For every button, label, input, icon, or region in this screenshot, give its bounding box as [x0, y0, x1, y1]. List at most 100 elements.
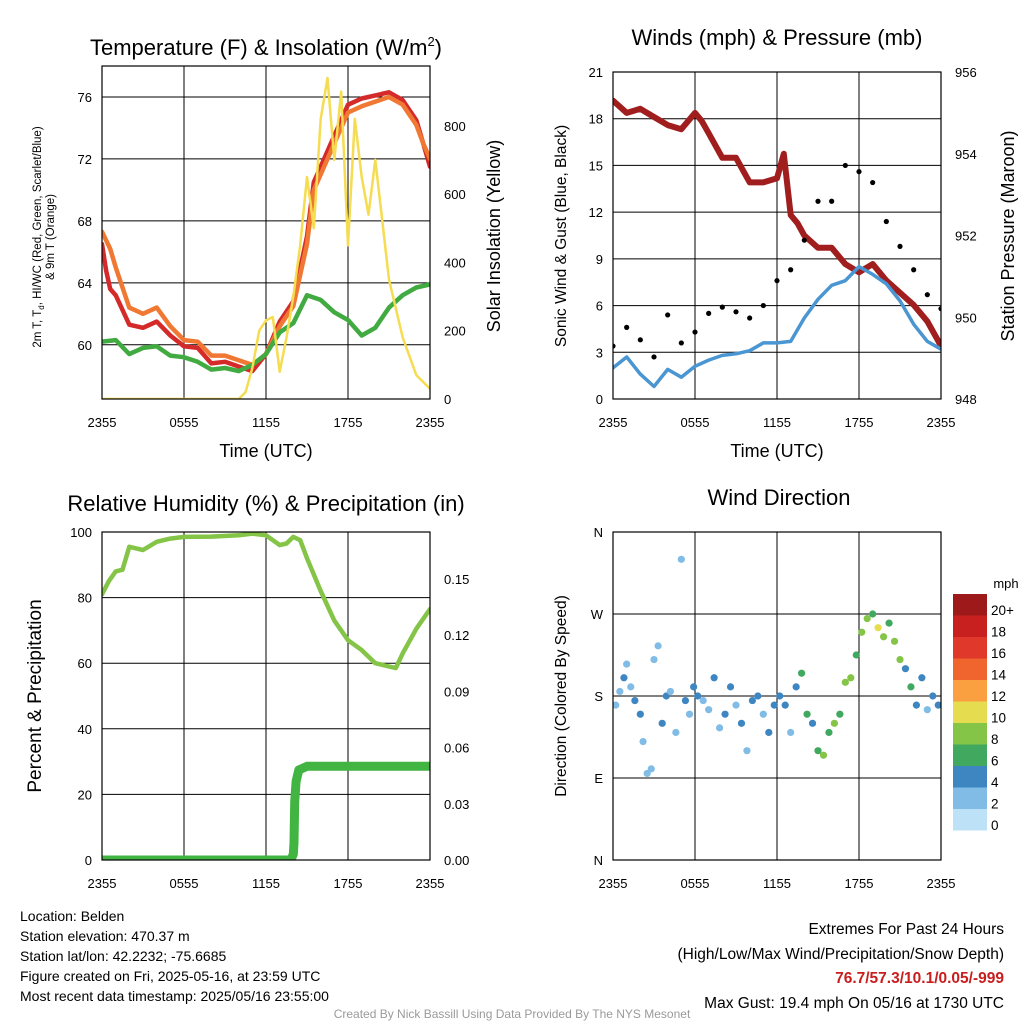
winds-title: Winds (mph) & Pressure (mb): [632, 25, 923, 50]
direction-point: [880, 633, 888, 641]
extremes-values: 76.7/57.3/10.1/0.05/-999: [835, 970, 1004, 987]
direction-point: [639, 737, 647, 746]
direction-point: [636, 710, 644, 718]
direction-point: [901, 665, 910, 673]
winds-xtick-label: 1155: [763, 415, 791, 430]
winds-xtick-label: 2355: [927, 415, 956, 430]
humidity-ylabel-left: Percent & Precipitation: [25, 599, 46, 792]
temperature-xtick-label: 1155: [252, 415, 280, 430]
direction-legend-title: mph: [993, 576, 1018, 591]
direction-point: [647, 765, 655, 773]
direction-point: [874, 624, 882, 632]
figure-created: Figure created on Fri, 2025-05-16, at 23…: [20, 968, 321, 984]
temperature-xlabel: Time (UTC): [219, 441, 312, 461]
temperature-ytick-right: 800: [444, 119, 466, 134]
direction-point: [623, 660, 631, 668]
extremes-subtitle: (High/Low/Max Wind/Precipitation/Snow De…: [677, 945, 1005, 963]
direction-point: [743, 747, 751, 755]
winds-ytick-right: 956: [955, 65, 977, 80]
winds-xtick-label: 2355: [599, 415, 628, 430]
direction-point: [907, 683, 915, 691]
winds-gust-point: [897, 243, 903, 249]
temperature-ytick-right: 200: [444, 324, 466, 339]
direction-point: [616, 687, 624, 696]
winds-chart: 2355 0555 1155 1755 2355 0 3 6 9 12 15 18 21 948 950 95…: [589, 65, 977, 430]
humidity-panel: Relative Humidity (%) & Precipitation (i…: [25, 491, 465, 793]
direction-point: [890, 637, 899, 645]
direction-point: [825, 728, 833, 737]
winds-xlabel: Time (UTC): [730, 441, 823, 461]
direction-point: [852, 651, 860, 659]
winds-gust-point: [911, 267, 917, 273]
humidity-ytick-left: 60: [78, 656, 92, 671]
legend-swatch: [953, 723, 987, 745]
direction-point: [759, 710, 767, 718]
humidity-chart: 2355 0555 1155 1755 2355 0 20 40 60 80 100 0.00 0.03…: [70, 525, 469, 891]
direction-point: [923, 706, 931, 714]
direction-point: [699, 696, 707, 705]
direction-point: [716, 724, 724, 732]
direction-xtick-label: 1755: [845, 876, 874, 891]
legend-label: 4: [991, 775, 999, 790]
direction-point: [885, 619, 893, 627]
direction-point: [770, 701, 778, 709]
legend-swatch: [953, 701, 987, 723]
winds-series-line: [613, 97, 941, 349]
direction-point: [705, 706, 713, 714]
direction-xtick-label: 2355: [599, 876, 628, 891]
winds-ytick-left: 15: [589, 158, 603, 173]
direction-ytick-left: E: [594, 771, 603, 786]
winds-gust-point: [842, 162, 848, 169]
winds-gust-point: [665, 312, 671, 318]
legend-swatch: [953, 615, 987, 637]
temperature-ytick-left: 68: [78, 214, 92, 229]
direction-chart: 2355 0555 1155 1755 2355 N E S W N 20+ 18 16 14 12 10 8 6…: [591, 525, 1014, 891]
direction-xtick-label: 1155: [763, 876, 791, 891]
station-elevation: Station elevation: 470.37 m: [20, 928, 190, 944]
winds-gust-point: [788, 267, 794, 273]
temperature-frame: [101, 65, 431, 400]
direction-point: [858, 628, 866, 636]
temperature-series-line: [102, 76, 430, 399]
humidity-xtick-label: 2355: [416, 876, 445, 891]
winds-ytick-right: 950: [955, 310, 977, 325]
humidity-ytick-right: 0.09: [444, 684, 469, 699]
direction-point: [650, 655, 658, 664]
temperature-title-superscript: 2: [427, 34, 434, 49]
winds-ylabel-left: Sonic Wind & Gust (Blue, Black): [553, 125, 570, 347]
direction-xtick-label: 2355: [927, 876, 956, 891]
direction-point: [765, 728, 773, 737]
extremes-title: Extremes For Past 24 Hours: [808, 921, 1004, 938]
direction-ytick-left: N: [594, 525, 603, 540]
winds-gust-point: [624, 324, 630, 330]
humidity-ytick-right: 0.06: [444, 741, 469, 756]
extremes-info: Extremes For Past 24 Hours (High/Low/Max…: [678, 918, 1005, 1016]
winds-gust-point: [613, 343, 616, 349]
direction-point: [869, 610, 877, 618]
legend-label: 18: [991, 624, 1006, 639]
humidity-ytick-left: 0: [85, 853, 92, 868]
direction-point: [672, 728, 680, 737]
temperature-series-group: [102, 76, 430, 399]
direction-series-group: [613, 555, 941, 778]
winds-gust-point: [678, 340, 684, 346]
direction-point: [658, 719, 666, 727]
direction-point: [710, 674, 718, 682]
legend-label: 8: [991, 732, 999, 747]
direction-point: [803, 710, 811, 718]
legend-swatch: [953, 637, 987, 659]
legend-label: 14: [991, 667, 1007, 682]
humidity-ytick-right: 0.00: [444, 853, 469, 868]
direction-point: [681, 696, 690, 705]
direction-point: [912, 701, 921, 709]
winds-ytick-left: 3: [596, 345, 603, 360]
temperature-xtick-label: 2355: [88, 415, 117, 430]
direction-point: [631, 696, 639, 705]
direction-point: [808, 719, 817, 727]
direction-ytick-left: N: [594, 853, 603, 868]
temperature-panel: Temperature (F) & Insolation (W/m2) 2m T…: [32, 34, 504, 461]
station-latlon: Station lat/lon: 42.2232; -75.6685: [20, 948, 227, 964]
temperature-xtick-label: 1755: [334, 415, 363, 430]
legend-swatch: [953, 766, 987, 788]
direction-point: [836, 710, 844, 718]
